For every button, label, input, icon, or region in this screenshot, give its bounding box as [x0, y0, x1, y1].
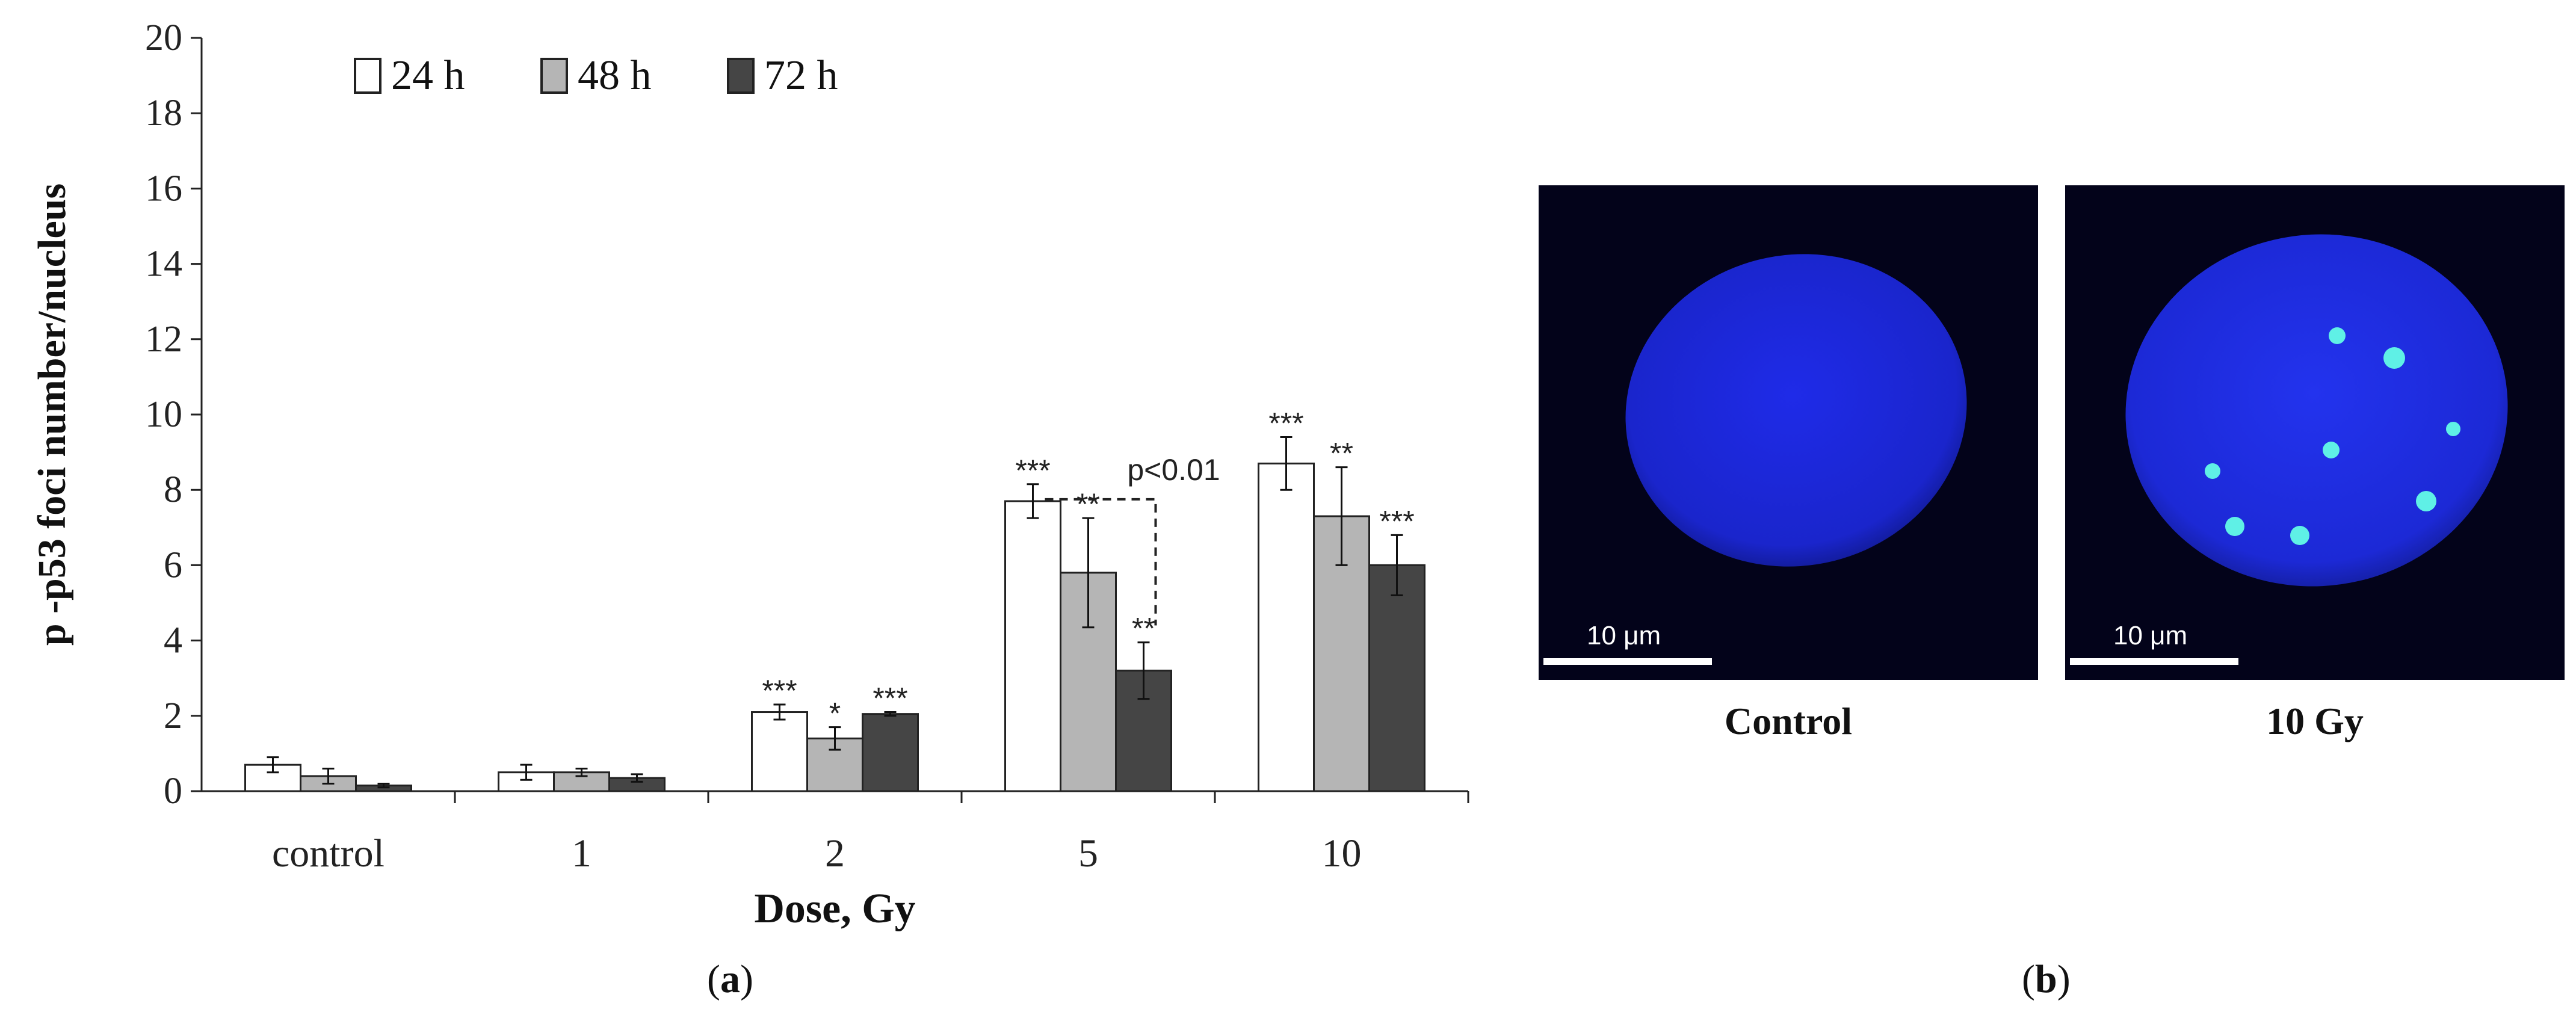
y-tick-label: 18	[145, 93, 182, 134]
legend-swatch-48h	[540, 58, 568, 94]
scale-bar-control	[1543, 658, 1712, 665]
nucleus-10gy-icon	[2125, 234, 2508, 587]
significance-bracket	[1045, 498, 1157, 626]
y-tick-label: 16	[145, 168, 182, 209]
significance-label: ***	[873, 682, 907, 715]
y-tick-label: 10	[145, 394, 182, 435]
y-tick-label: 20	[145, 17, 182, 58]
panel-label-a: (a)	[707, 957, 753, 1001]
x-tick-label: 5	[1078, 831, 1098, 875]
significance-label: **	[1132, 612, 1155, 646]
y-tick-label: 8	[164, 469, 182, 510]
significance-label: **	[1076, 487, 1100, 521]
y-tick-label: 6	[164, 544, 182, 585]
image-10gy	[2065, 185, 2565, 680]
bar-24h-10	[1258, 462, 1315, 792]
x-tick-label: 2	[825, 831, 845, 875]
image-control	[1539, 185, 2038, 680]
bar-24h-2	[751, 711, 808, 792]
scale-label-10gy: 10 μm	[2113, 621, 2188, 650]
significance-label: ***	[1379, 504, 1414, 538]
significance-label: ***	[762, 674, 797, 708]
nucleus-control-icon	[1625, 254, 1967, 567]
x-axis-label: Dose, Gy	[754, 886, 915, 932]
x-tick-label: 1	[572, 831, 591, 875]
y-tick-label: 12	[145, 319, 182, 360]
bar-24h-5	[1004, 500, 1061, 792]
bar-72h-2	[862, 713, 919, 792]
legend-swatch-24h	[354, 58, 381, 94]
panel-label-b: (b)	[2022, 957, 2071, 1001]
image-label-control: Control	[1724, 700, 1853, 742]
y-tick-label: 2	[164, 695, 182, 736]
legend-label-72h: 72 h	[764, 52, 838, 99]
significance-label: **	[1330, 437, 1353, 470]
bar-72h-10	[1368, 564, 1425, 792]
significance-label: ***	[1268, 407, 1303, 440]
y-tick-label: 4	[164, 620, 182, 661]
legend-swatch-72h	[727, 58, 755, 94]
y-tick-label: 0	[164, 771, 182, 812]
significance-label: *	[829, 697, 841, 730]
legend-label-48h: 48 h	[578, 52, 652, 99]
scale-label-control: 10 μm	[1587, 621, 1661, 650]
image-label-10gy: 10 Gy	[2266, 700, 2364, 742]
significance-label: ***	[1015, 454, 1050, 487]
significance-bracket-label: p<0.01	[1127, 453, 1220, 487]
x-tick-label: 10	[1322, 831, 1362, 875]
y-axis-label: p -p53 foci number/nucleus	[30, 184, 74, 646]
scale-bar-10gy	[2070, 658, 2238, 665]
y-tick-label: 14	[145, 244, 182, 285]
x-tick-label: control	[272, 831, 385, 875]
legend-label-24h: 24 h	[391, 52, 465, 99]
